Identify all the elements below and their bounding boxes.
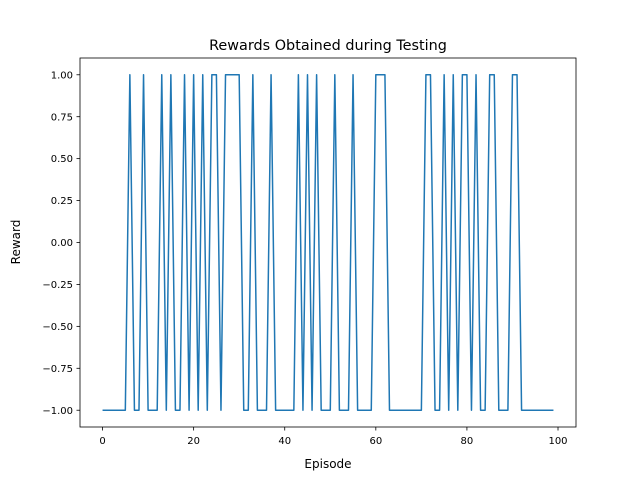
y-tick-label: 0.75 bbox=[51, 112, 73, 123]
x-tick-label: 60 bbox=[369, 436, 382, 447]
y-tick-label: −0.75 bbox=[42, 364, 73, 375]
y-tick-label: −0.50 bbox=[42, 322, 73, 333]
x-tick-label: 0 bbox=[99, 436, 105, 447]
x-tick-label: 80 bbox=[461, 436, 474, 447]
y-tick-label: 0.50 bbox=[51, 154, 73, 165]
x-axis-label: Episode bbox=[304, 457, 351, 471]
x-tick-label: 40 bbox=[278, 436, 291, 447]
y-axis: 1.00 0.75 0.50 0.25 0.00 −0.25 −0.50 −0.75 −1.00 bbox=[42, 70, 80, 417]
y-tick-label: −0.25 bbox=[42, 280, 73, 291]
x-axis: 0 20 40 60 80 100 bbox=[99, 427, 568, 447]
y-axis-label: Reward bbox=[9, 220, 23, 265]
x-tick-label: 20 bbox=[187, 436, 200, 447]
y-tick-label: 1.00 bbox=[51, 70, 73, 81]
chart-title: Rewards Obtained during Testing bbox=[209, 38, 447, 54]
series-line bbox=[102, 74, 554, 411]
x-tick-label: 100 bbox=[548, 436, 567, 447]
plot-area bbox=[79, 57, 577, 428]
y-tick-label: −1.00 bbox=[42, 406, 73, 417]
y-tick-label: 0.25 bbox=[51, 196, 73, 207]
axes-frame bbox=[79, 57, 577, 428]
y-tick-label: 0.00 bbox=[51, 238, 73, 249]
